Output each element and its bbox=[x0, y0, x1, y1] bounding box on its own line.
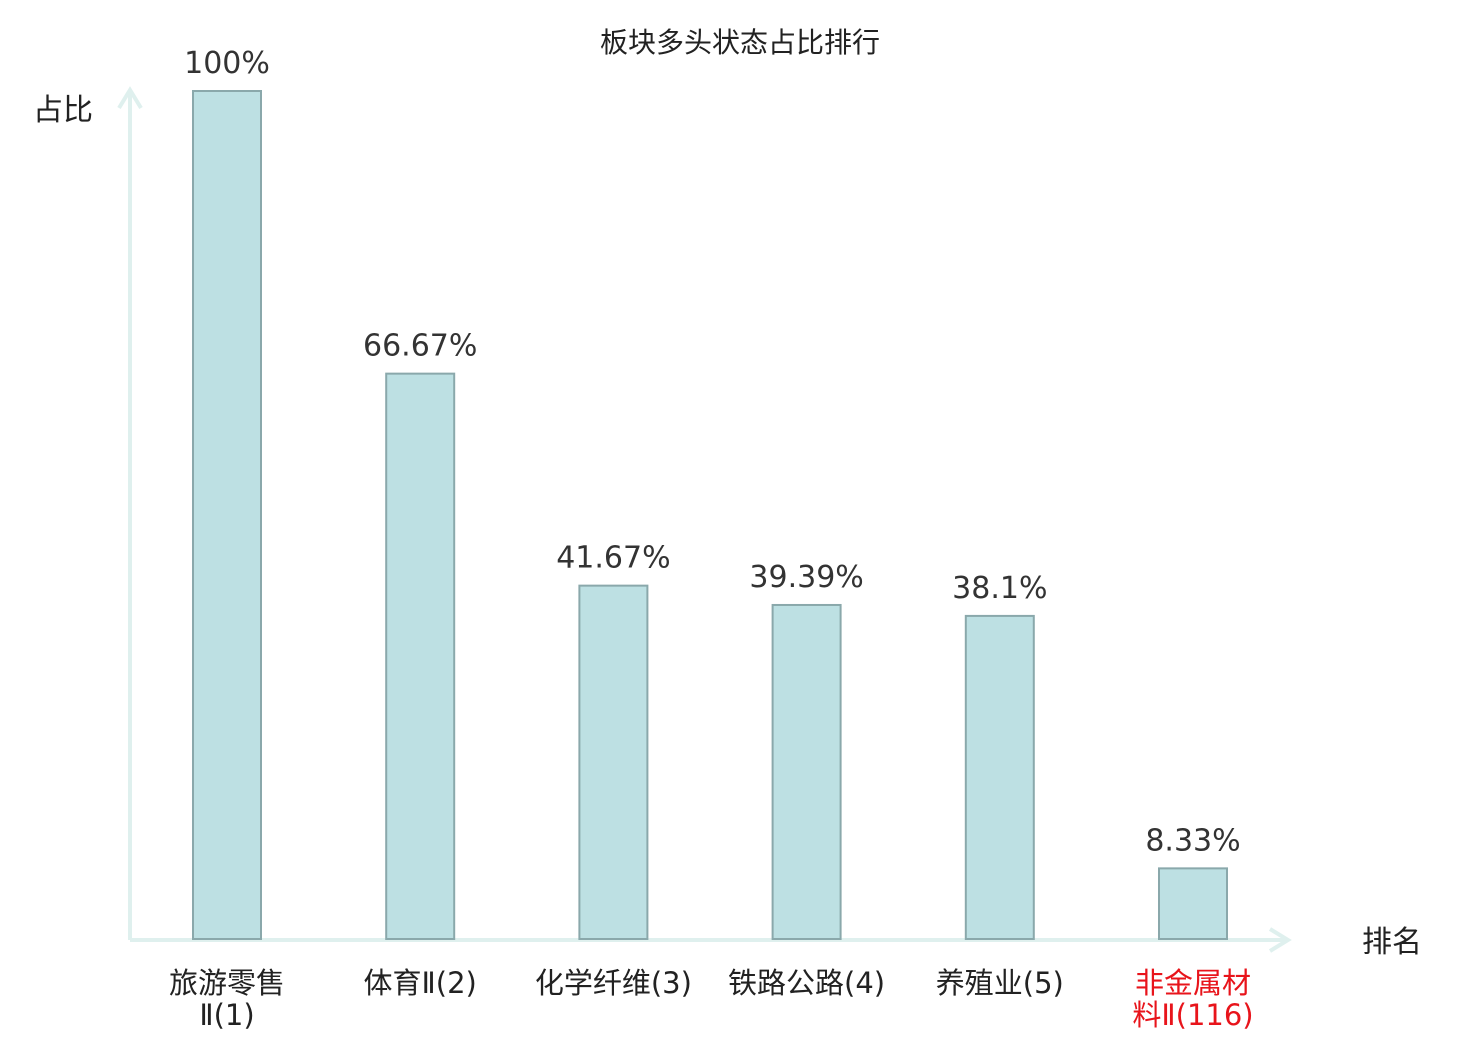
y-axis-label: 占比 bbox=[33, 93, 93, 128]
x-axis-label: 排名 bbox=[1362, 925, 1422, 960]
category-label: 铁路公路(4) bbox=[728, 966, 885, 1000]
bar-value-label: 100% bbox=[184, 46, 270, 81]
bar bbox=[385, 372, 456, 940]
y-axis-arrow bbox=[117, 86, 143, 110]
value-labels: 100% 66.67% 41.67% 39.39% 38.1% 8.33% bbox=[184, 46, 1241, 858]
category-label: 非金属材 bbox=[1135, 966, 1251, 1000]
chart-title: 板块多头状态占比排行 bbox=[600, 26, 880, 59]
bars bbox=[192, 90, 1228, 941]
bar bbox=[771, 603, 842, 940]
category-label: 旅游零售 bbox=[169, 966, 285, 1000]
category-label: 化学纤维(3) bbox=[535, 966, 692, 1000]
category-label: 料Ⅱ(116) bbox=[1132, 998, 1253, 1032]
x-axis-arrow bbox=[1268, 927, 1292, 953]
category-label: 体育Ⅱ(2) bbox=[364, 966, 477, 1000]
category-label: 养殖业(5) bbox=[936, 966, 1064, 1000]
bar-value-label: 39.39% bbox=[749, 560, 863, 595]
bar-value-label: 8.33% bbox=[1145, 823, 1240, 858]
bar-value-label: 38.1% bbox=[952, 571, 1047, 606]
bar bbox=[192, 90, 262, 940]
bar bbox=[578, 584, 649, 941]
category-label: Ⅱ(1) bbox=[199, 998, 254, 1032]
bar bbox=[964, 614, 1035, 940]
bar-value-label: 41.67% bbox=[556, 541, 670, 576]
bar-value-label: 66.67% bbox=[363, 329, 477, 364]
bar bbox=[1158, 867, 1228, 940]
axes bbox=[117, 86, 1292, 953]
